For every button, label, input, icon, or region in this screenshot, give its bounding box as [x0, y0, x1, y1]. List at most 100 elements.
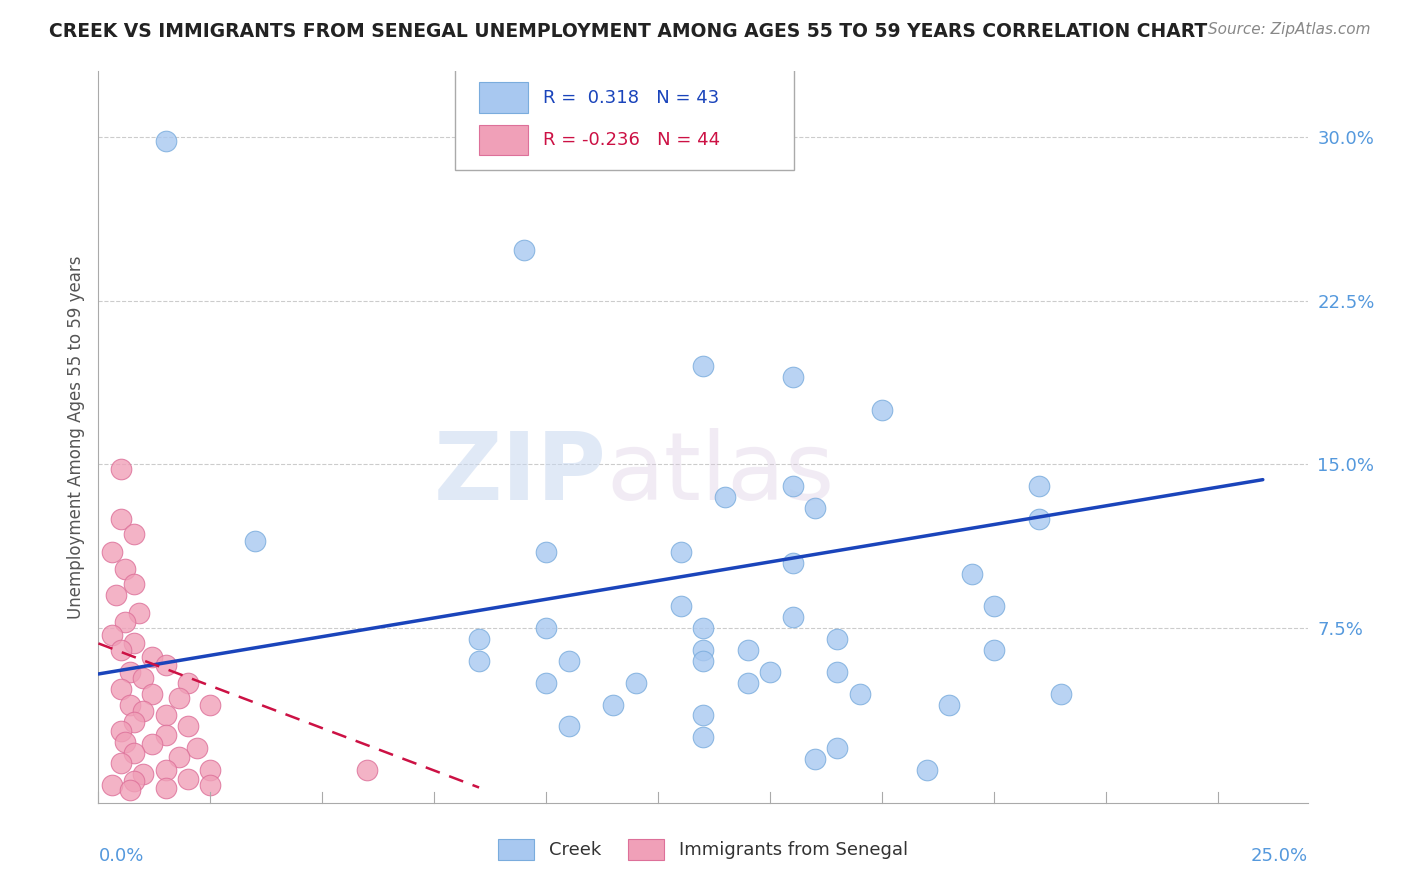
- Point: [128, 606, 150, 620]
- Point: [737, 675, 759, 690]
- Point: [114, 615, 136, 629]
- Point: [110, 756, 132, 771]
- Point: [983, 643, 1005, 657]
- Point: [624, 675, 647, 690]
- Bar: [479, 82, 527, 113]
- Point: [155, 134, 177, 148]
- Text: ZIP: ZIP: [433, 427, 606, 520]
- Text: Source: ZipAtlas.com: Source: ZipAtlas.com: [1208, 22, 1371, 37]
- Point: [669, 545, 692, 559]
- Point: [536, 621, 558, 635]
- Point: [177, 772, 200, 786]
- Point: [782, 610, 804, 624]
- Legend: Creek, Immigrants from Senegal: Creek, Immigrants from Senegal: [491, 831, 915, 867]
- Point: [114, 734, 136, 748]
- Point: [122, 577, 145, 591]
- Point: [200, 778, 222, 792]
- Point: [692, 643, 714, 657]
- Point: [827, 632, 849, 646]
- Point: [167, 691, 190, 706]
- Point: [177, 675, 200, 690]
- Point: [155, 708, 177, 723]
- Point: [692, 731, 714, 745]
- Point: [692, 621, 714, 635]
- Point: [155, 658, 177, 673]
- Point: [737, 643, 759, 657]
- Point: [155, 780, 177, 795]
- Y-axis label: Unemployment Among Ages 55 to 59 years: Unemployment Among Ages 55 to 59 years: [66, 255, 84, 619]
- Point: [141, 649, 163, 664]
- Point: [105, 588, 128, 602]
- Text: atlas: atlas: [606, 427, 835, 520]
- Point: [1028, 479, 1050, 493]
- Point: [915, 763, 938, 777]
- Point: [983, 599, 1005, 614]
- Point: [557, 654, 579, 668]
- Point: [938, 698, 960, 712]
- Text: 0.0%: 0.0%: [98, 847, 143, 864]
- Point: [167, 750, 190, 764]
- Point: [356, 763, 378, 777]
- Point: [118, 698, 141, 712]
- Point: [114, 562, 136, 576]
- Text: 25.0%: 25.0%: [1250, 847, 1308, 864]
- Point: [759, 665, 782, 679]
- Point: [782, 479, 804, 493]
- Point: [122, 636, 145, 650]
- Point: [155, 728, 177, 742]
- Point: [101, 545, 124, 559]
- Point: [110, 512, 132, 526]
- Point: [122, 774, 145, 789]
- Point: [692, 708, 714, 723]
- Point: [118, 665, 141, 679]
- Point: [243, 533, 266, 548]
- Text: CREEK VS IMMIGRANTS FROM SENEGAL UNEMPLOYMENT AMONG AGES 55 TO 59 YEARS CORRELAT: CREEK VS IMMIGRANTS FROM SENEGAL UNEMPLO…: [49, 22, 1208, 41]
- Point: [141, 687, 163, 701]
- Point: [110, 682, 132, 697]
- Point: [110, 461, 132, 475]
- Point: [669, 599, 692, 614]
- Point: [714, 490, 737, 504]
- Bar: [479, 125, 527, 155]
- Point: [782, 370, 804, 384]
- Point: [513, 244, 536, 258]
- Point: [200, 698, 222, 712]
- Point: [122, 746, 145, 760]
- Point: [132, 704, 155, 718]
- Point: [804, 752, 827, 766]
- Point: [110, 723, 132, 738]
- Point: [782, 556, 804, 570]
- Point: [132, 767, 155, 781]
- Point: [1028, 512, 1050, 526]
- Point: [177, 719, 200, 733]
- Point: [1050, 687, 1073, 701]
- Point: [468, 654, 491, 668]
- FancyBboxPatch shape: [456, 68, 793, 170]
- Point: [960, 566, 983, 581]
- Point: [118, 782, 141, 797]
- Point: [122, 527, 145, 541]
- Point: [132, 671, 155, 685]
- Point: [186, 741, 208, 756]
- Point: [155, 763, 177, 777]
- Point: [602, 698, 624, 712]
- Point: [101, 628, 124, 642]
- Point: [692, 654, 714, 668]
- Point: [101, 778, 124, 792]
- Point: [536, 675, 558, 690]
- Point: [804, 501, 827, 516]
- Point: [536, 545, 558, 559]
- Point: [692, 359, 714, 373]
- Point: [848, 687, 870, 701]
- Point: [122, 714, 145, 729]
- Point: [557, 719, 579, 733]
- Point: [827, 665, 849, 679]
- Point: [110, 643, 132, 657]
- Text: R =  0.318   N = 43: R = 0.318 N = 43: [543, 88, 720, 107]
- Point: [870, 402, 893, 417]
- Point: [468, 632, 491, 646]
- Text: R = -0.236   N = 44: R = -0.236 N = 44: [543, 131, 720, 149]
- Point: [200, 763, 222, 777]
- Point: [827, 741, 849, 756]
- Point: [141, 737, 163, 751]
